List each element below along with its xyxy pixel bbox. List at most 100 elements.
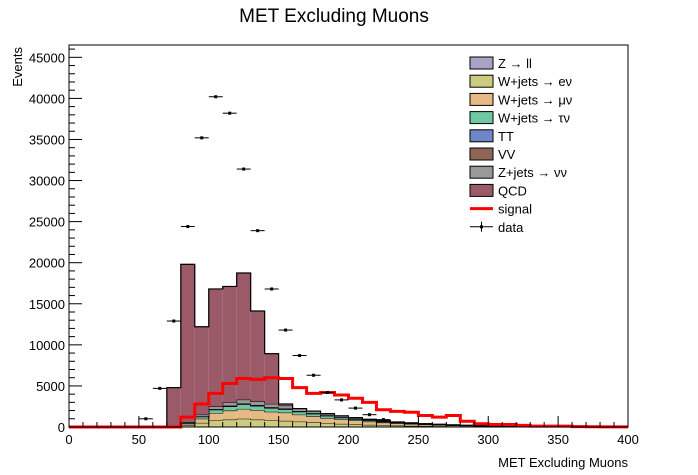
bar-qcd	[236, 273, 251, 400]
bar-w-jets	[362, 421, 377, 425]
data-point	[214, 95, 218, 99]
outline-z-ll	[69, 263, 628, 428]
data-point	[172, 319, 176, 323]
bar-w-jets	[236, 408, 251, 419]
stacked-histogram	[69, 263, 628, 428]
y-tick-label: 40000	[29, 91, 65, 106]
bar-w-jets	[236, 404, 251, 409]
bar-z-jets	[236, 399, 251, 404]
bar-w-jets-e	[404, 425, 419, 427]
y-tick-label: 35000	[29, 132, 65, 147]
bar-z-jets	[306, 411, 321, 414]
axes: 0 50 100 150 200 250 300 350 400 0 5000 10000 15000 2…	[29, 44, 639, 447]
y-tick-label: 20000	[29, 256, 65, 271]
bar-qcd	[222, 286, 237, 403]
x-tick-label: 0	[65, 432, 72, 447]
data-point	[367, 413, 371, 417]
legend-swatch	[469, 183, 494, 197]
bar-qcd	[278, 403, 293, 406]
stack-qcd	[69, 263, 628, 428]
bar-w-jets-e	[194, 422, 209, 427]
legend-item-data: data	[470, 220, 524, 235]
legend-label: VV	[498, 147, 516, 162]
x-tick-label: 250	[408, 432, 430, 447]
legend-label: QCD	[498, 183, 527, 198]
x-tick-label: 300	[477, 432, 499, 447]
bar-w-jets	[306, 413, 321, 417]
bar-w-jets	[320, 415, 335, 418]
outline-qcd	[69, 263, 628, 428]
y-tick-label: 15000	[29, 297, 65, 312]
x-axis-label: MET Excluding Muons	[498, 455, 628, 470]
bar-w-jets	[334, 419, 349, 424]
legend-item-tt: TT	[469, 129, 514, 144]
bar-w-jets-e	[180, 425, 195, 427]
y-tick-label: 0	[58, 420, 65, 435]
bar-w-jets	[432, 425, 447, 427]
data-point	[228, 111, 232, 115]
bar-qcd	[194, 326, 209, 415]
x-tick-label: 350	[547, 432, 569, 447]
bar-z-jets	[222, 402, 237, 406]
bar-w-jets	[348, 419, 363, 421]
chart-title: MET Excluding Muons	[239, 6, 429, 27]
bar-w-jets-e	[236, 418, 251, 427]
data-point	[256, 229, 260, 233]
data-point	[298, 354, 302, 358]
data-point	[326, 390, 330, 394]
bar-w-jets-e	[306, 422, 321, 427]
bar-w-jets-e	[390, 425, 405, 427]
bar-w-jets	[306, 416, 321, 423]
legend-swatch	[469, 129, 494, 143]
legend-swatch	[469, 74, 494, 88]
y-tick-label: 10000	[29, 338, 65, 353]
bar-w-jets	[180, 423, 195, 426]
bar-w-jets	[390, 423, 405, 426]
bar-w-jets	[292, 414, 307, 422]
y-axis-label: Events	[10, 47, 25, 87]
bar-w-jets	[208, 413, 223, 421]
x-tick-label: 200	[338, 432, 360, 447]
data-point	[340, 398, 344, 402]
legend-item-z-jets: Z+jets → νν	[469, 165, 567, 180]
bar-w-jets	[250, 410, 265, 420]
bar-w-jets	[208, 409, 223, 414]
y-tick-label: 45000	[29, 50, 65, 65]
bar-w-jets	[376, 422, 391, 426]
bar-w-jets-e	[320, 423, 335, 427]
bar-w-jets	[222, 410, 237, 420]
legend-marker	[480, 225, 483, 229]
bar-w-jets-e	[292, 421, 307, 427]
bar-w-jets	[320, 417, 335, 424]
legend-item-z-ll: Z → ll	[469, 56, 532, 71]
bar-w-jets	[264, 411, 279, 421]
legend-item-vv: VV	[469, 147, 516, 162]
y-tick-label: 25000	[29, 215, 65, 230]
legend: Z → ll W+jets → eν W+jets → μν W+jets → τν T…	[469, 56, 572, 235]
bar-w-jets-e	[250, 419, 265, 427]
bar-w-jets	[264, 408, 279, 412]
bar-z-jets	[278, 405, 293, 409]
bar-z-jets	[292, 408, 307, 412]
legend-swatch	[469, 92, 494, 106]
legend-swatch	[469, 165, 494, 179]
legend-swatch	[469, 147, 494, 161]
legend-label: Z → ll	[498, 56, 532, 71]
bar-w-jets-e	[264, 420, 279, 427]
bar-w-jets-e	[222, 419, 237, 427]
data-point	[200, 136, 204, 140]
legend-label: data	[498, 220, 524, 235]
bar-w-jets	[362, 420, 377, 422]
bar-w-jets	[404, 424, 419, 426]
bar-w-jets-e	[348, 424, 363, 427]
data-series	[138, 95, 391, 422]
bar-z-jets	[194, 414, 209, 417]
data-point	[353, 406, 357, 410]
data-point	[158, 386, 162, 390]
bar-z-jets	[208, 406, 223, 410]
bar-w-jets	[418, 424, 433, 427]
y-tick-label: 5000	[36, 379, 65, 394]
bar-z-jets	[320, 413, 335, 416]
bar-qcd	[208, 288, 223, 407]
x-tick-label: 150	[268, 432, 290, 447]
